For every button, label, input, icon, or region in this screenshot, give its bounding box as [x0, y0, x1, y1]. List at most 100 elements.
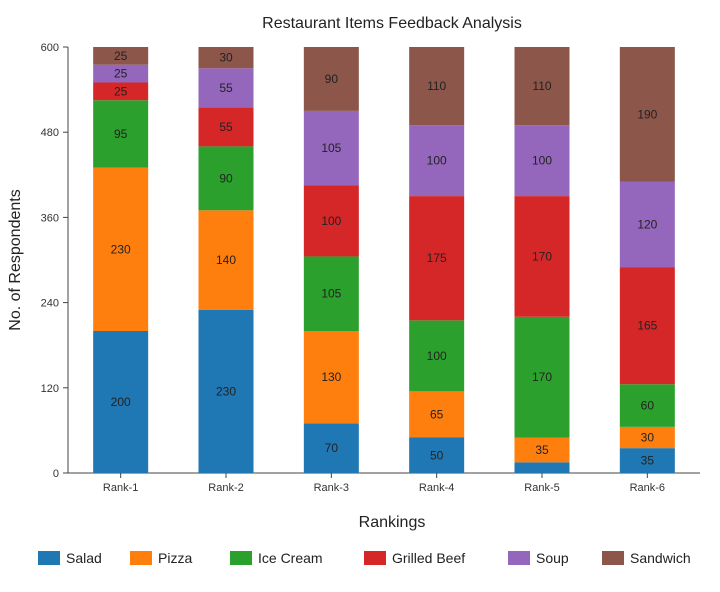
data-label: 110 [427, 79, 446, 93]
data-label: 55 [219, 120, 233, 134]
x-tick-label: Rank-6 [630, 482, 665, 494]
y-tick-label: 120 [41, 383, 59, 395]
legend-swatch [230, 551, 252, 565]
legend-item: Grilled Beef [364, 550, 465, 566]
data-label: 100 [427, 349, 447, 363]
legend-label: Grilled Beef [392, 550, 465, 566]
legend-item: Ice Cream [230, 550, 323, 566]
data-label: 190 [637, 107, 657, 121]
data-label: 140 [216, 253, 236, 267]
data-label: 55 [219, 81, 233, 95]
data-label: 95 [114, 127, 128, 141]
data-label: 70 [325, 441, 339, 455]
bar-segment-pizza [514, 437, 570, 463]
bar-segment-ice-cream [93, 100, 149, 168]
y-tick-label: 360 [41, 212, 59, 224]
bar-segment-sandwich [619, 47, 675, 182]
data-label: 100 [532, 154, 552, 168]
data-label: 200 [111, 395, 131, 409]
bar-segment-grilled-beef [198, 107, 254, 147]
data-label: 170 [532, 370, 552, 384]
y-tick-label: 480 [41, 127, 59, 139]
bar-segment-soup [198, 68, 254, 108]
bar-segment-ice-cream [514, 316, 570, 438]
data-label: 90 [325, 72, 339, 86]
bar-segment-grilled-beef [303, 185, 359, 257]
data-label: 105 [321, 287, 341, 301]
data-label: 50 [430, 448, 444, 462]
bar-segment-ice-cream [303, 256, 359, 331]
data-label: 60 [641, 399, 655, 413]
data-label: 120 [637, 218, 657, 232]
bar-segment-sandwich [198, 47, 254, 69]
data-label: 30 [641, 431, 655, 445]
data-label: 165 [637, 319, 657, 333]
bar-segment-ice-cream [409, 320, 465, 392]
legend-label: Salad [66, 550, 102, 566]
bar-segment-salad [619, 448, 675, 473]
bar-segment-ice-cream [619, 384, 675, 427]
y-axis-label: No. of Respondents [7, 189, 24, 330]
bar-segment-salad [409, 437, 465, 473]
bar-segment-soup [93, 64, 149, 83]
data-label: 175 [427, 251, 447, 265]
bar-segment-pizza [303, 331, 359, 424]
y-tick-label: 600 [41, 42, 59, 54]
bar-segment-salad [93, 331, 149, 473]
legend-label: Soup [536, 550, 569, 566]
legend-item: Sandwich [602, 550, 691, 566]
bar-segment-grilled-beef [514, 196, 570, 317]
bar-segment-sandwich [93, 47, 149, 65]
bar-segment-sandwich [409, 47, 465, 126]
legend-swatch [38, 551, 60, 565]
data-label: 25 [114, 84, 128, 98]
bar-segment-pizza [198, 210, 254, 310]
bar-segment-grilled-beef [93, 82, 149, 101]
bar-segment-sandwich [514, 47, 570, 126]
bar-segment-pizza [93, 167, 149, 331]
x-tick-label: Rank-3 [314, 482, 349, 494]
bar-segment-salad [198, 309, 254, 473]
legend-swatch [602, 551, 624, 565]
legend-item: Pizza [130, 550, 192, 566]
bar-segment-soup [514, 125, 570, 197]
legend-swatch [508, 551, 530, 565]
x-tick-label: Rank-4 [419, 482, 454, 494]
data-label: 230 [111, 242, 131, 256]
data-label: 230 [216, 384, 236, 398]
bar-segment-salad [303, 423, 359, 473]
data-label: 110 [532, 79, 551, 93]
bar-segment-soup [619, 181, 675, 268]
chart-title: Restaurant Items Feedback Analysis [262, 15, 522, 32]
legend-swatch [130, 551, 152, 565]
data-label: 30 [219, 51, 233, 65]
legend-label: Pizza [158, 550, 192, 566]
x-axis-label: Rankings [359, 514, 426, 531]
bar-segment-pizza [619, 426, 675, 449]
data-label: 100 [427, 154, 447, 168]
x-tick-label: Rank-1 [103, 482, 138, 494]
x-tick-label: Rank-5 [524, 482, 559, 494]
bar-segment-soup [303, 110, 359, 186]
data-label: 65 [430, 407, 444, 421]
bar-segment-grilled-beef [409, 196, 465, 321]
data-label: 170 [532, 249, 552, 263]
bar-segment-ice-cream [198, 146, 254, 211]
legend-label: Ice Cream [258, 550, 323, 566]
data-label: 130 [321, 370, 341, 384]
data-label: 100 [321, 214, 341, 228]
bar-segment-salad [514, 462, 570, 473]
data-label: 105 [321, 141, 341, 155]
data-label: 35 [535, 443, 549, 457]
legend-swatch [364, 551, 386, 565]
y-tick-label: 0 [53, 468, 59, 480]
bar-segment-sandwich [303, 47, 359, 111]
data-label: 25 [114, 67, 128, 81]
legend-item: Salad [38, 550, 102, 566]
data-label: 35 [641, 454, 655, 468]
data-label: 25 [114, 49, 128, 63]
bar-segment-grilled-beef [619, 267, 675, 385]
legend-label: Sandwich [630, 550, 691, 566]
bar-segment-pizza [409, 391, 465, 438]
